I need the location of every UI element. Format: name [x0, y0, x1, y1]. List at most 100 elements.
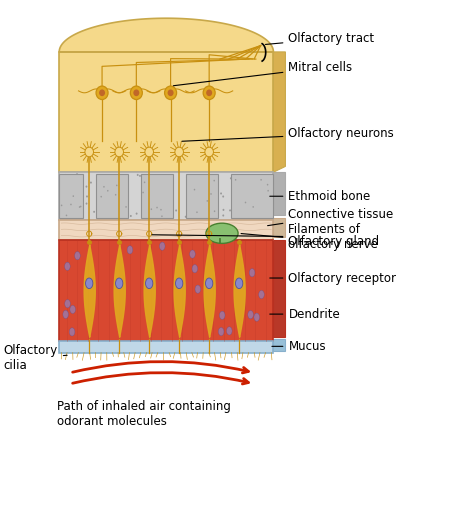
Circle shape: [188, 210, 190, 212]
Circle shape: [235, 208, 237, 210]
Circle shape: [90, 181, 92, 184]
Circle shape: [170, 198, 172, 201]
Circle shape: [229, 210, 231, 212]
Circle shape: [194, 189, 195, 190]
Text: Olfactory tract: Olfactory tract: [265, 32, 374, 45]
Circle shape: [185, 215, 187, 218]
Text: Mitral cells: Mitral cells: [173, 61, 353, 86]
Ellipse shape: [116, 278, 123, 289]
Circle shape: [130, 215, 132, 217]
Ellipse shape: [206, 278, 213, 289]
Circle shape: [62, 181, 64, 183]
Circle shape: [133, 89, 139, 96]
Circle shape: [156, 182, 158, 185]
Circle shape: [151, 209, 152, 210]
Circle shape: [102, 195, 104, 197]
Circle shape: [214, 190, 216, 193]
Circle shape: [267, 190, 269, 192]
Circle shape: [258, 203, 260, 205]
Ellipse shape: [219, 328, 224, 336]
Circle shape: [68, 177, 70, 179]
Circle shape: [187, 186, 189, 188]
Circle shape: [66, 213, 68, 215]
Circle shape: [62, 195, 64, 197]
Circle shape: [76, 173, 78, 175]
Text: Dendrite: Dendrite: [270, 307, 340, 321]
Text: Olfactory gland: Olfactory gland: [241, 234, 380, 248]
Circle shape: [222, 214, 224, 217]
Text: Mucus: Mucus: [272, 340, 326, 353]
Ellipse shape: [236, 278, 243, 289]
Circle shape: [125, 206, 127, 208]
Bar: [59, 52, 273, 172]
Ellipse shape: [127, 246, 133, 254]
Circle shape: [255, 181, 257, 184]
Circle shape: [142, 192, 144, 193]
Circle shape: [99, 89, 105, 96]
Circle shape: [124, 194, 126, 196]
Circle shape: [263, 181, 265, 184]
Circle shape: [214, 210, 215, 212]
Circle shape: [205, 147, 213, 157]
Text: Olfactory neurons: Olfactory neurons: [182, 127, 394, 142]
Circle shape: [144, 181, 146, 183]
Circle shape: [136, 213, 137, 215]
Text: Ethmoid bone: Ethmoid bone: [270, 190, 371, 203]
Ellipse shape: [146, 278, 153, 289]
Ellipse shape: [195, 285, 201, 293]
Circle shape: [70, 203, 72, 205]
Circle shape: [126, 194, 128, 196]
Circle shape: [65, 174, 67, 176]
Circle shape: [189, 212, 191, 214]
Bar: [273, 172, 285, 215]
Bar: [141, 174, 173, 218]
Circle shape: [145, 147, 154, 157]
Circle shape: [115, 147, 124, 157]
Circle shape: [148, 208, 150, 210]
Circle shape: [230, 177, 232, 179]
Circle shape: [242, 189, 244, 192]
Circle shape: [115, 188, 117, 190]
Bar: [273, 239, 285, 337]
Circle shape: [80, 206, 82, 207]
Circle shape: [222, 195, 224, 197]
Ellipse shape: [74, 252, 80, 260]
Polygon shape: [59, 18, 273, 52]
Ellipse shape: [219, 311, 225, 319]
Text: Olfactory receptor: Olfactory receptor: [270, 271, 396, 285]
Ellipse shape: [69, 328, 75, 336]
Circle shape: [214, 189, 216, 191]
Circle shape: [164, 86, 177, 99]
Circle shape: [206, 89, 212, 96]
Circle shape: [127, 213, 129, 215]
Circle shape: [267, 184, 268, 186]
Circle shape: [142, 205, 144, 207]
Bar: [59, 239, 273, 340]
Circle shape: [209, 185, 210, 187]
Circle shape: [119, 193, 121, 195]
Circle shape: [196, 211, 198, 213]
Circle shape: [248, 194, 250, 196]
Circle shape: [245, 202, 246, 203]
Circle shape: [115, 194, 117, 196]
Circle shape: [116, 185, 118, 186]
Text: Filaments of
olfactory nerve: Filaments of olfactory nerve: [152, 223, 378, 251]
Bar: [59, 220, 273, 239]
Bar: [273, 218, 285, 237]
Circle shape: [67, 189, 69, 191]
Ellipse shape: [159, 242, 165, 251]
Bar: [273, 339, 285, 351]
Circle shape: [66, 214, 67, 217]
Text: Connective tissue: Connective tissue: [268, 208, 393, 226]
Circle shape: [137, 174, 138, 176]
Ellipse shape: [86, 278, 93, 289]
Circle shape: [124, 213, 126, 215]
Circle shape: [151, 205, 153, 207]
Circle shape: [103, 186, 105, 188]
Bar: [230, 174, 273, 218]
Circle shape: [260, 179, 262, 181]
Ellipse shape: [192, 264, 198, 273]
Circle shape: [207, 200, 208, 202]
Circle shape: [122, 201, 124, 203]
Ellipse shape: [190, 250, 195, 258]
